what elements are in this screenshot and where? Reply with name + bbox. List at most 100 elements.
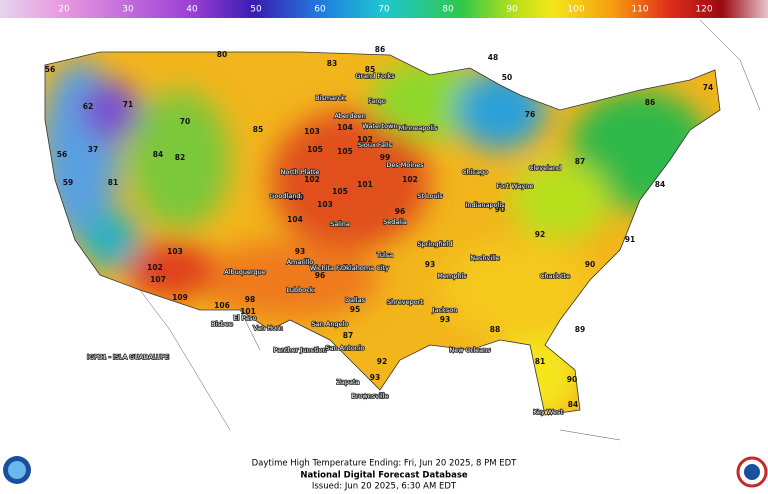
temperature-reading: 48 [488, 53, 498, 62]
place-name: Brownsville [351, 392, 388, 400]
temperature-reading: 91 [625, 235, 635, 244]
temperature-reading: 101 [240, 307, 256, 316]
temperature-reading: 70 [180, 117, 190, 126]
place-name: Tulsa [376, 251, 393, 259]
temperature-reading: 89 [575, 325, 585, 334]
place-name: Oklahoma City [341, 264, 389, 272]
place-name: Sedalia [383, 218, 407, 226]
temperature-reading: 90 [495, 205, 505, 214]
temperature-reading: 102 [402, 175, 418, 184]
temperature-reading: 81 [108, 178, 118, 187]
place-name: Minneapolis [399, 124, 438, 132]
temperature-reading: 95 [350, 305, 360, 314]
temperature-reading: 93 [295, 247, 305, 256]
temperature-reading: 84 [568, 400, 578, 409]
place-name: Shreveport [387, 298, 423, 306]
temperature-reading: 105 [332, 187, 348, 196]
temperature-reading: 105 [337, 147, 353, 156]
temperature-reading: 92 [535, 230, 545, 239]
colorbar-ticks: 20 30 40 50 60 70 80 90 100 110 120 [58, 5, 713, 15]
place-name: Des Moines [386, 161, 424, 169]
place-name: San Antonio [325, 344, 364, 352]
temperature-reading: 96 [315, 271, 325, 280]
place-name: Amarillo [287, 258, 314, 266]
temperature-reading: 96 [395, 207, 405, 216]
place-name: Wichita Falls [310, 264, 351, 272]
temperature-reading: 93 [440, 315, 450, 324]
nws-logo-inner [744, 464, 760, 480]
place-name: Jackson [432, 306, 458, 314]
temperature-reading: 81 [535, 357, 545, 366]
temperature-reading: 71 [123, 100, 133, 109]
place-name: Fargo [368, 97, 386, 105]
place-name: Lubbock [286, 286, 313, 294]
place-name: El Paso [234, 314, 257, 322]
place-name: Albuquerque [224, 268, 266, 276]
colorbar-tick-label: 100 [567, 5, 584, 15]
temperature-reading: 76 [525, 110, 535, 119]
temperature-reading: 93 [370, 373, 380, 382]
temperature-reading: 101 [357, 180, 373, 189]
colorbar-tick-label: 40 [186, 5, 198, 15]
temperature-reading: 83 [327, 59, 337, 68]
colorbar-tick-label: 50 [250, 5, 262, 15]
temperature-reading: 56 [57, 150, 67, 159]
place-name: St Louis [417, 192, 443, 200]
caption: Issued: Jun 20 2025, 6:30 AM EDT [312, 482, 457, 492]
temperature-reading: 90 [585, 260, 595, 269]
temperature-reading: 85 [253, 125, 263, 134]
temperature-reading: 106 [214, 301, 230, 310]
place-name: Charlotte [540, 272, 570, 280]
temperature-reading: 37 [88, 145, 98, 154]
temperature-reading: 62 [83, 102, 93, 111]
temperature-reading: 103 [167, 247, 183, 256]
colorbar-tick-label: 20 [58, 5, 70, 15]
colorbar [0, 0, 768, 18]
temperature-reading: 102 [304, 175, 320, 184]
place-name: Dallas [345, 296, 366, 304]
place-name: Springfield [417, 240, 452, 248]
place-name: Grand Forks [355, 72, 395, 80]
temperature-reading: 87 [343, 331, 353, 340]
colorbar-tick-label: 80 [442, 5, 454, 15]
colorbar-tick-label: 30 [122, 5, 134, 15]
place-name: Sioux Falls [358, 141, 393, 149]
place-name: Key West [533, 408, 563, 416]
temperature-reading: 104 [337, 123, 353, 132]
place-name: Bismarck [315, 94, 345, 102]
coastline [139, 19, 761, 441]
us-border [44, 51, 721, 416]
temperature-reading: 102 [147, 263, 163, 272]
place-name: Salina [330, 220, 350, 228]
place-name: North Platte [280, 168, 319, 176]
place-name: Cleveland [529, 164, 561, 172]
temperature-reading: 86 [375, 45, 385, 54]
temperature-reading: 84 [655, 180, 665, 189]
temperature-reading: 92 [377, 357, 387, 366]
place-name: Bisbee [211, 320, 233, 328]
place-name: Goodland [269, 192, 300, 200]
colorbar-tick-label: 120 [695, 5, 712, 15]
temperature-reading: 90 [567, 375, 577, 384]
place-name: Van Horn [253, 324, 283, 332]
temperature-reading: 50 [502, 73, 512, 82]
temperature-reading: 100 [288, 193, 304, 202]
colorbar-tick-label: 90 [506, 5, 518, 15]
temperature-reading: 99 [380, 153, 390, 162]
temperature-reading: 87 [575, 157, 585, 166]
temperature-reading: 93 [425, 260, 435, 269]
temperature-reading: 98 [245, 295, 255, 304]
temperature-reading: 102 [357, 135, 373, 144]
place-name: Aberdeen [334, 112, 365, 120]
temperature-reading: 86 [645, 98, 655, 107]
temperature-reading: 82 [175, 153, 185, 162]
temperature-reading: 109 [172, 293, 188, 302]
place-name: Chicago [462, 168, 488, 176]
colorbar-tick-label: 70 [378, 5, 390, 15]
temperature-reading: 88 [490, 325, 500, 334]
colorbar-tick-label: 110 [631, 5, 648, 15]
place-name: San Angelo [312, 320, 349, 328]
temperature-reading: 103 [317, 200, 333, 209]
place-name: Indianapolis [465, 201, 505, 209]
